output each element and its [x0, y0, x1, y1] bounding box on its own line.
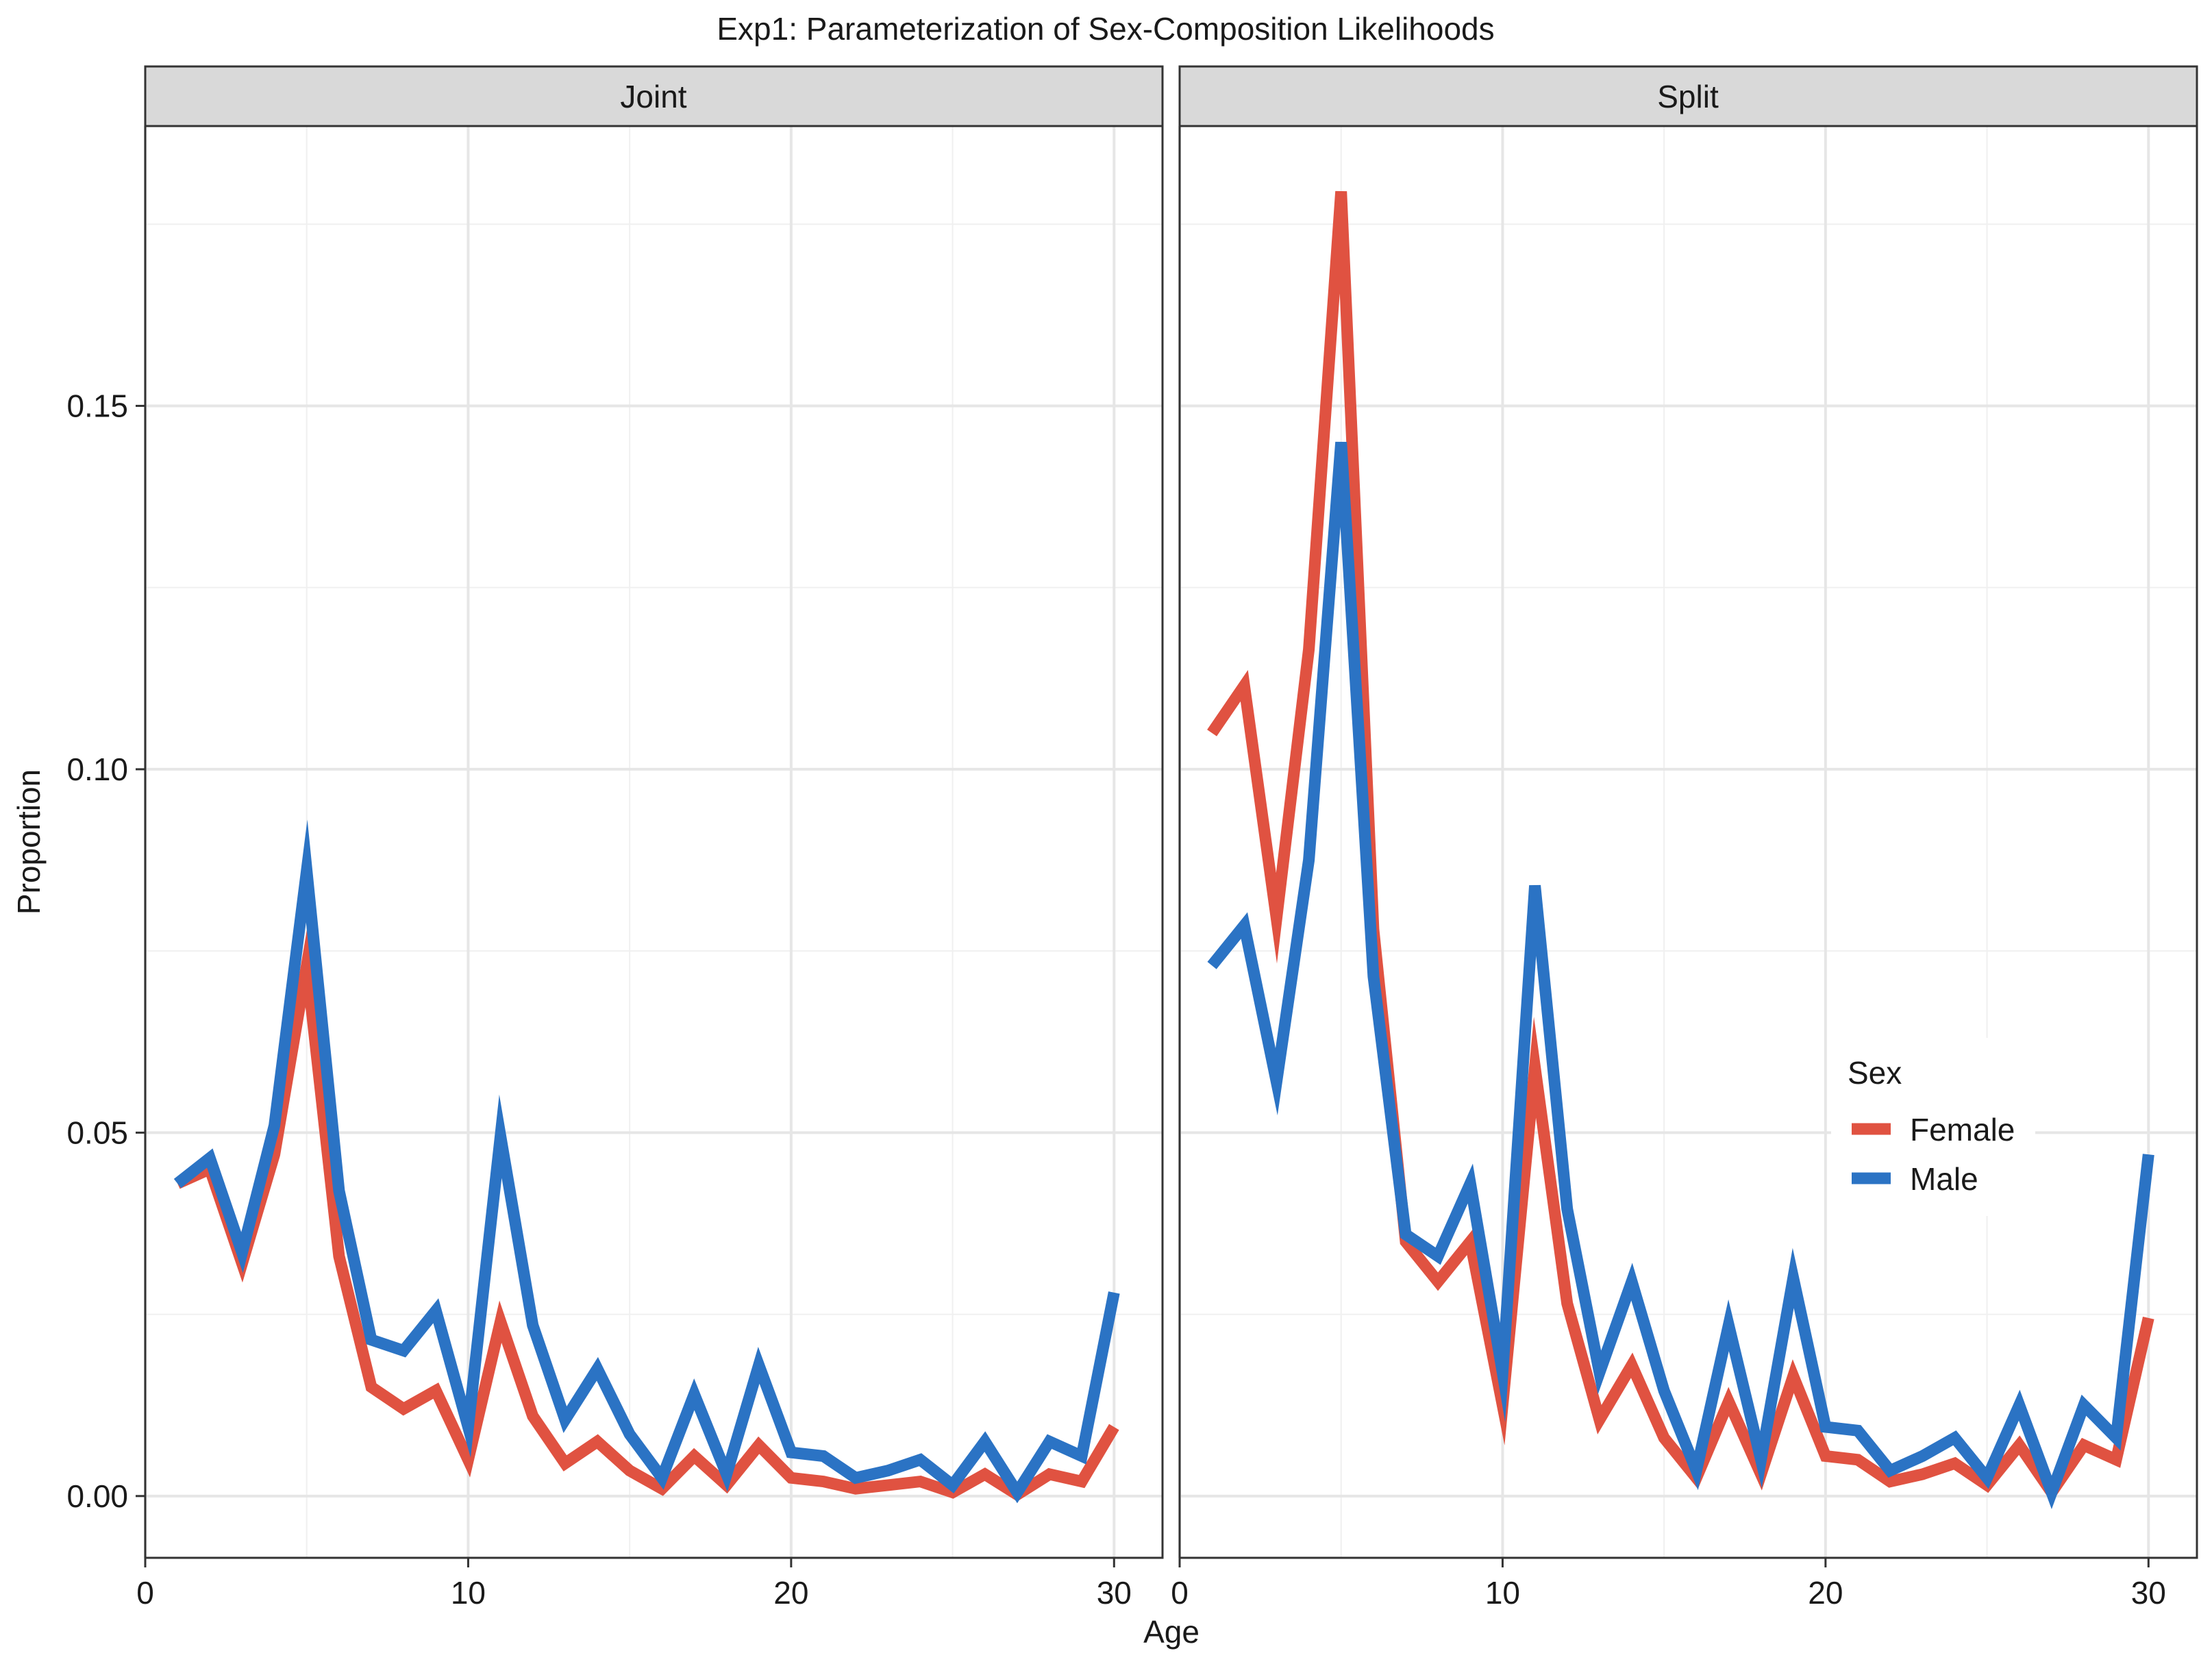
panel-split: Split 0 10 20 30: [1171, 65, 2198, 1611]
y-tick-label: 0.00: [66, 1478, 128, 1514]
series-line-female: [175, 923, 1119, 1502]
legend: Sex Female Male: [1831, 1038, 2035, 1216]
series-line-male: [173, 819, 1120, 1504]
chart-title: Exp1: Parameterization of Sex-Compositio…: [717, 11, 1494, 47]
strip-joint-background: [144, 65, 1164, 127]
x-tick-label: 30: [2131, 1575, 2166, 1611]
plot-border-joint: [144, 125, 1164, 1559]
legend-title: Sex: [1848, 1055, 1902, 1091]
strip-split-label: Split: [1657, 79, 1719, 114]
y-axis: 0.00 0.05 0.10 0.15: [66, 388, 145, 1514]
legend-label-male: Male: [1910, 1161, 1978, 1197]
y-tick-label: 0.10: [66, 752, 128, 787]
strip-joint-label: Joint: [620, 79, 686, 114]
x-tick-label: 0: [136, 1575, 154, 1611]
plot-area-joint: [145, 126, 1163, 1558]
x-tick-label: 20: [773, 1575, 808, 1611]
gridlines-joint: [144, 126, 1163, 1558]
x-tick-label: 10: [1485, 1575, 1520, 1611]
y-tick-label: 0.15: [66, 388, 128, 423]
x-tick-label: 30: [1097, 1575, 1132, 1611]
x-axis-label: Age: [1143, 1614, 1200, 1650]
x-tick-label: 0: [1171, 1575, 1189, 1611]
x-axis-joint: 0 10 20 30: [136, 1558, 1132, 1611]
y-tick-label: 0.05: [66, 1115, 128, 1150]
plot-border-split: [1178, 125, 2198, 1559]
y-axis-label: Proportion: [11, 769, 47, 915]
x-tick-label: 20: [1808, 1575, 1843, 1611]
x-axis-split: 0 10 20 30: [1171, 1558, 2166, 1611]
series-lines-joint: [173, 819, 1120, 1504]
series-line-male: [1207, 441, 2154, 1509]
series-lines-split: [1207, 190, 2154, 1509]
x-tick-label: 10: [451, 1575, 486, 1611]
panel-joint: Joint 0 10 20 30: [136, 65, 1164, 1611]
legend-label-female: Female: [1910, 1112, 2015, 1147]
